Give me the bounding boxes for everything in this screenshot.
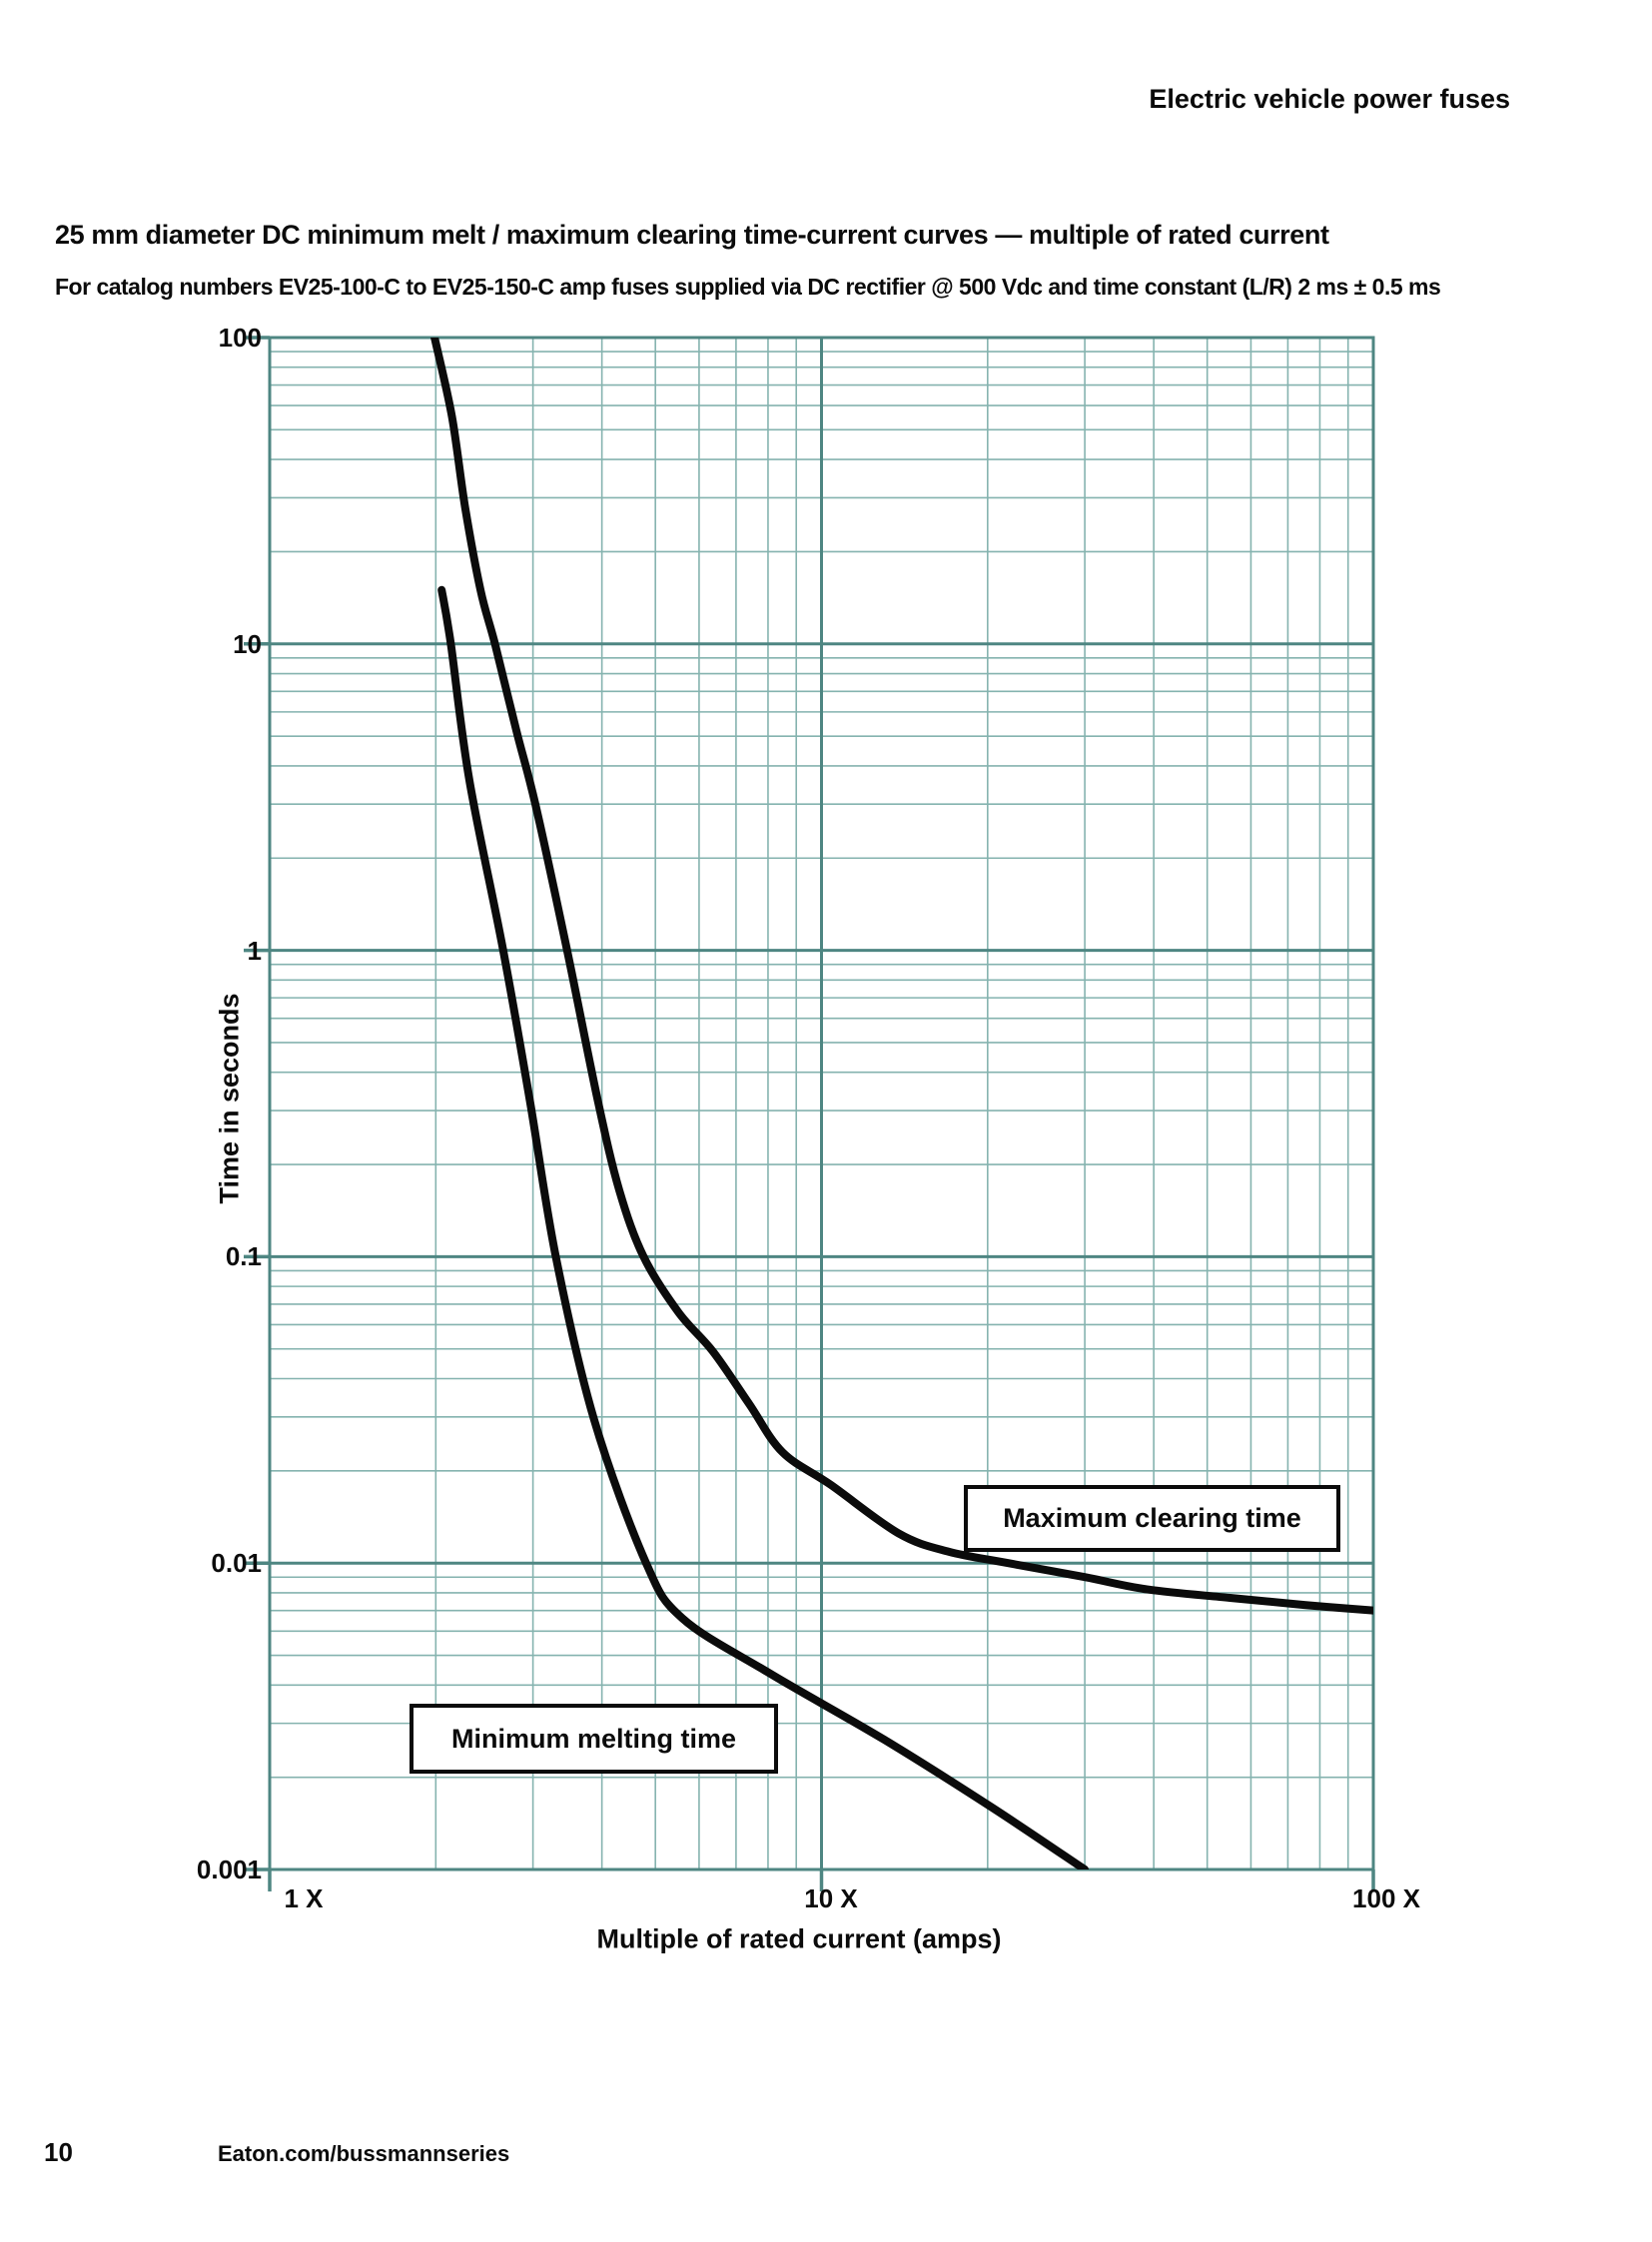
min-melting-curve: [437, 585, 1090, 1869]
min-melting-time-label: Minimum melting time: [450, 1723, 737, 1754]
axis-tick-marks: [244, 336, 1375, 1891]
max-clearing-time-label-box: Maximum clearing time: [964, 1485, 1340, 1552]
chart-subtitle: For catalog numbers EV25-100-C to EV25-1…: [55, 274, 1441, 300]
y-tick-label-0-1: 0.1: [225, 1241, 262, 1271]
min-melting-time-label-box: Minimum melting time: [410, 1704, 778, 1774]
page-number: 10: [44, 2137, 73, 2167]
curves: [430, 338, 1373, 1869]
y-tick-label-10: 10: [233, 629, 262, 659]
max-clearing-curve: [430, 338, 1373, 1615]
y-tick-label-0-001: 0.001: [196, 1855, 262, 1884]
x-tick-label-1x: 1 X: [284, 1883, 324, 1913]
max-clearing-time-label: Maximum clearing time: [1003, 1503, 1301, 1533]
y-tick-label-0-01: 0.01: [211, 1548, 262, 1578]
x-tick-label-100x: 100 X: [1352, 1883, 1420, 1913]
y-axis-title: Time in seconds: [214, 993, 245, 1204]
y-tick-label-100: 100: [218, 323, 262, 353]
x-axis-title: Multiple of rated current (amps): [596, 1923, 1002, 1954]
y-tick-label-1: 1: [247, 936, 262, 966]
x-tick-label-10x: 10 X: [804, 1883, 858, 1913]
footer-link[interactable]: Eaton.com/bussmannseries: [218, 2141, 510, 2166]
page-header-title: Electric vehicle power fuses: [1149, 84, 1510, 114]
chart-title: 25 mm diameter DC minimum melt / maximum…: [55, 220, 1329, 250]
